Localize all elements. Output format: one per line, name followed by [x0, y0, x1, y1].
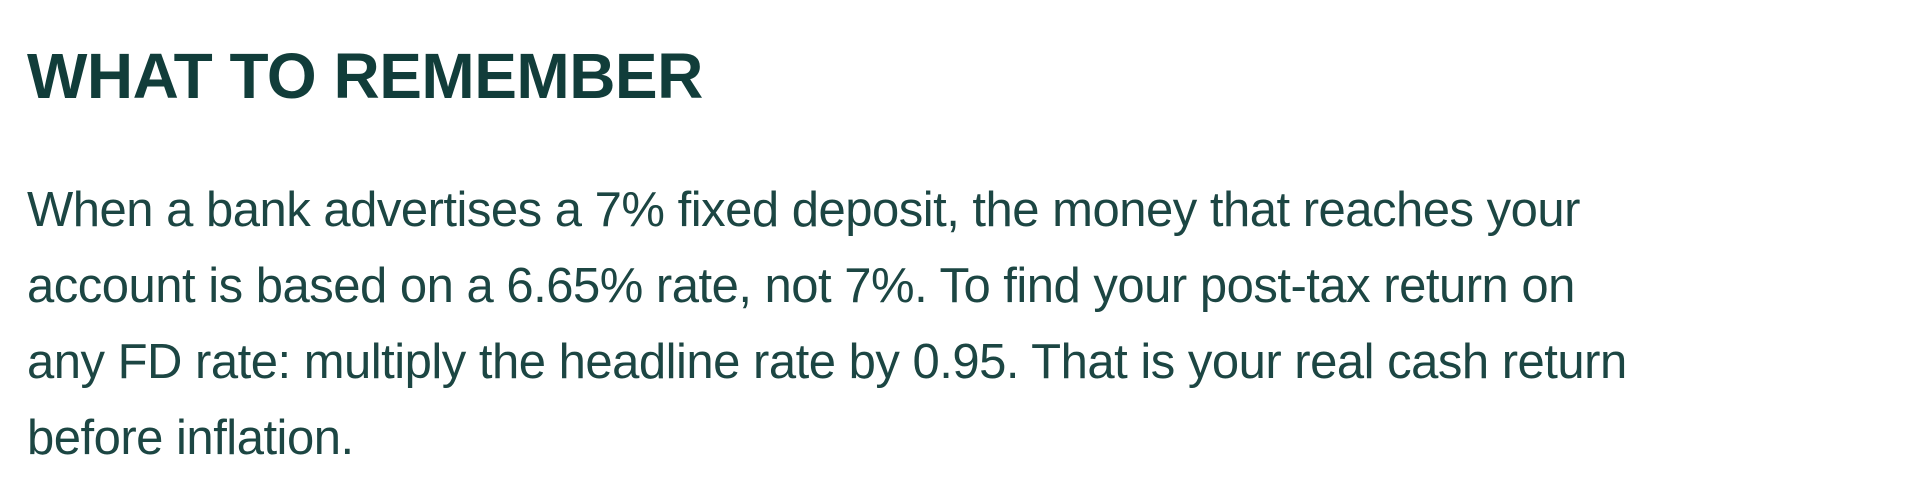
paragraph-line-2: account is based on a 6.65% rate, not 7%…: [27, 258, 1575, 313]
section-heading: WHAT TO REMEMBER: [27, 40, 703, 112]
paragraph-line-3: any FD rate: multiply the headline rate …: [27, 334, 1627, 389]
paragraph-line-4: before inflation.: [27, 410, 354, 465]
section-paragraph: When a bank advertises a 7% fixed deposi…: [27, 172, 1900, 476]
paragraph-line-1: When a bank advertises a 7% fixed deposi…: [27, 182, 1580, 237]
